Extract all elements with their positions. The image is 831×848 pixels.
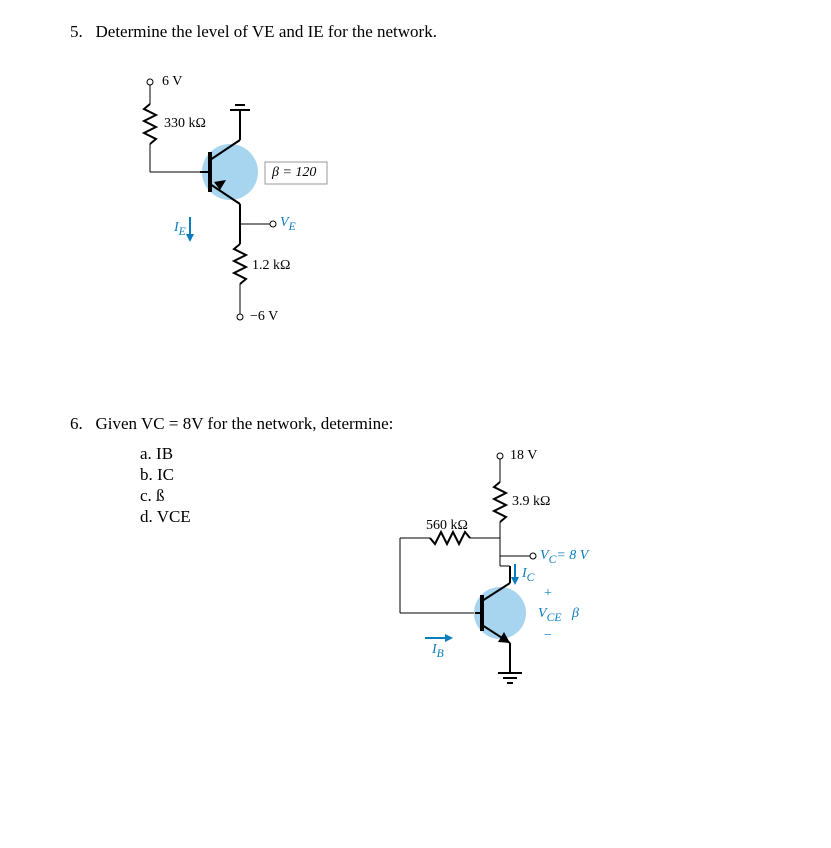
q6-svg (320, 438, 680, 758)
q5-ie: IE (174, 220, 186, 238)
q6-vce: VCE (538, 606, 561, 624)
q5-ve: VE (280, 215, 296, 233)
q6-vc: VC= 8 V (540, 548, 588, 566)
q5-circuit: 6 V 330 kΩ β = 120 IE VE 1.2 kΩ −6 V (70, 52, 761, 372)
q6-ib: IB (432, 642, 444, 660)
q6-minus: − (544, 628, 552, 644)
q5-vee: −6 V (250, 309, 278, 325)
q6-vcc: 18 V (510, 448, 537, 464)
q5-text: Determine the level of VE and IE for the… (96, 22, 437, 41)
q5-line: 5. Determine the level of VE and IE for … (70, 20, 761, 44)
q6-rb: 560 kΩ (426, 518, 468, 534)
q6-text: Given VC = 8V for the network, determine… (96, 414, 394, 433)
q6-number: 6. (70, 414, 83, 433)
q5-beta: β = 120 (272, 165, 316, 181)
q5-re: 1.2 kΩ (252, 258, 290, 274)
q6-plus: + (544, 586, 552, 602)
q5-number: 5. (70, 22, 83, 41)
q5-rb: 330 kΩ (164, 116, 206, 132)
q6-rc: 3.9 kΩ (512, 494, 550, 510)
q6-beta: β (572, 606, 579, 622)
q5-vcc: 6 V (162, 74, 182, 90)
q6-line: 6. Given VC = 8V for the network, determ… (70, 412, 761, 436)
q6-circuit: 18 V 3.9 kΩ 560 kΩ VC= 8 V IC + VCE β − … (320, 438, 761, 758)
q6-ic: IC (522, 566, 534, 584)
